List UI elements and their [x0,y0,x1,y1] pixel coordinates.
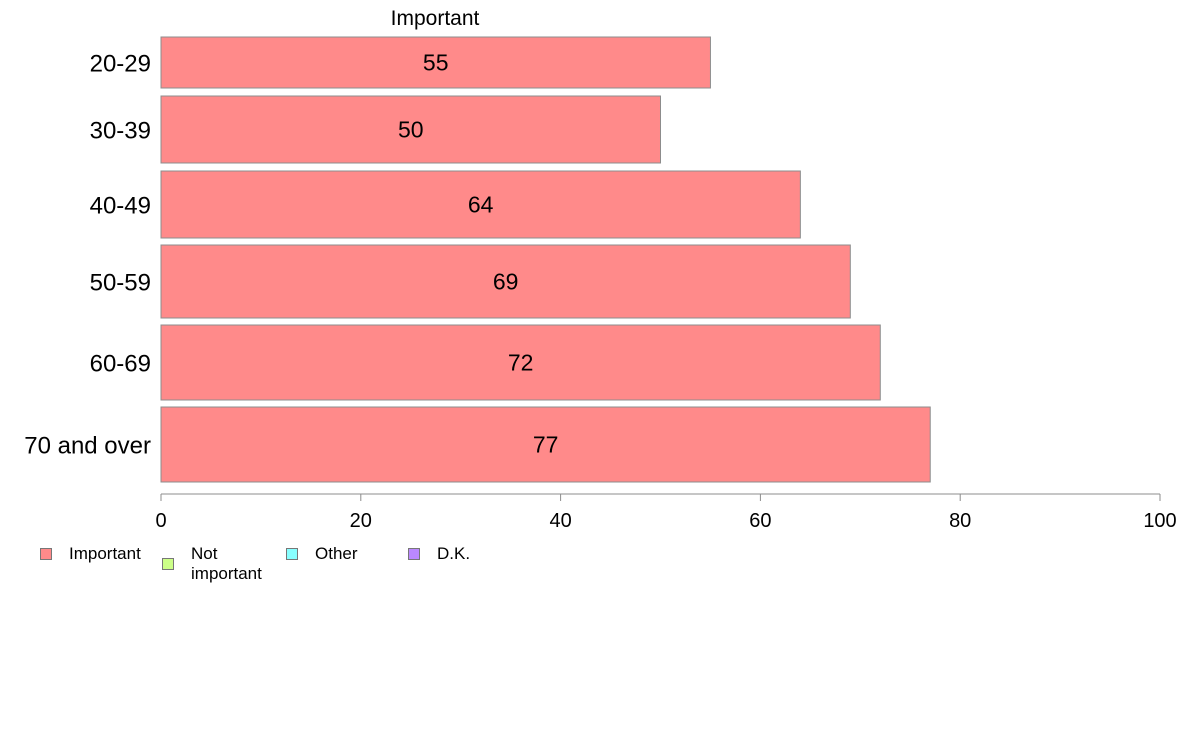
x-tick-label: 40 [549,510,571,530]
legend-swatch-dk [408,548,420,560]
legend-item-not-important: Not important [162,544,262,584]
bar-40-49 [160,170,801,239]
data-label: 55 [423,50,449,76]
legend-label-other: Other [315,544,358,563]
legend-item-important: Important [40,544,141,564]
x-tick-label: 0 [155,510,166,530]
x-tick-label: 100 [1143,510,1176,530]
x-tick-label: 60 [749,510,771,530]
data-label: 64 [468,192,494,218]
bar-chart: Important 55 20-29 50 30-39 64 40-49 69 50-59 72… [24,7,1176,530]
x-tick-label: 20 [350,510,372,530]
legend-swatch-not-important [162,558,174,570]
category-label: 70 and over [24,433,151,460]
legend-item-other: Other [286,544,358,564]
category-label: 20-29 [90,51,151,78]
legend-item-dk: D.K. [408,544,470,564]
data-label: 69 [493,269,519,295]
legend-label-dk: D.K. [437,544,471,563]
legend-swatch-other [286,548,298,560]
legend-label-not-important: Not important [191,544,262,583]
bar-60-69 [160,324,881,401]
x-tick-label: 80 [949,510,971,530]
legend-label-important: Important [69,544,141,563]
bar-30-39 [160,95,661,164]
bar-20-29 [160,36,711,89]
category-label: 30-39 [90,118,151,145]
chart-title: Important [391,7,480,30]
bar-70-and-over [160,406,931,483]
category-label: 40-49 [90,193,151,220]
data-label: 50 [398,117,424,143]
data-label: 77 [533,432,559,458]
category-label: 60-69 [90,351,151,378]
category-label: 50-59 [90,270,151,297]
data-label: 72 [508,350,534,376]
bar-50-59 [160,244,851,319]
legend-swatch-important [40,548,52,560]
